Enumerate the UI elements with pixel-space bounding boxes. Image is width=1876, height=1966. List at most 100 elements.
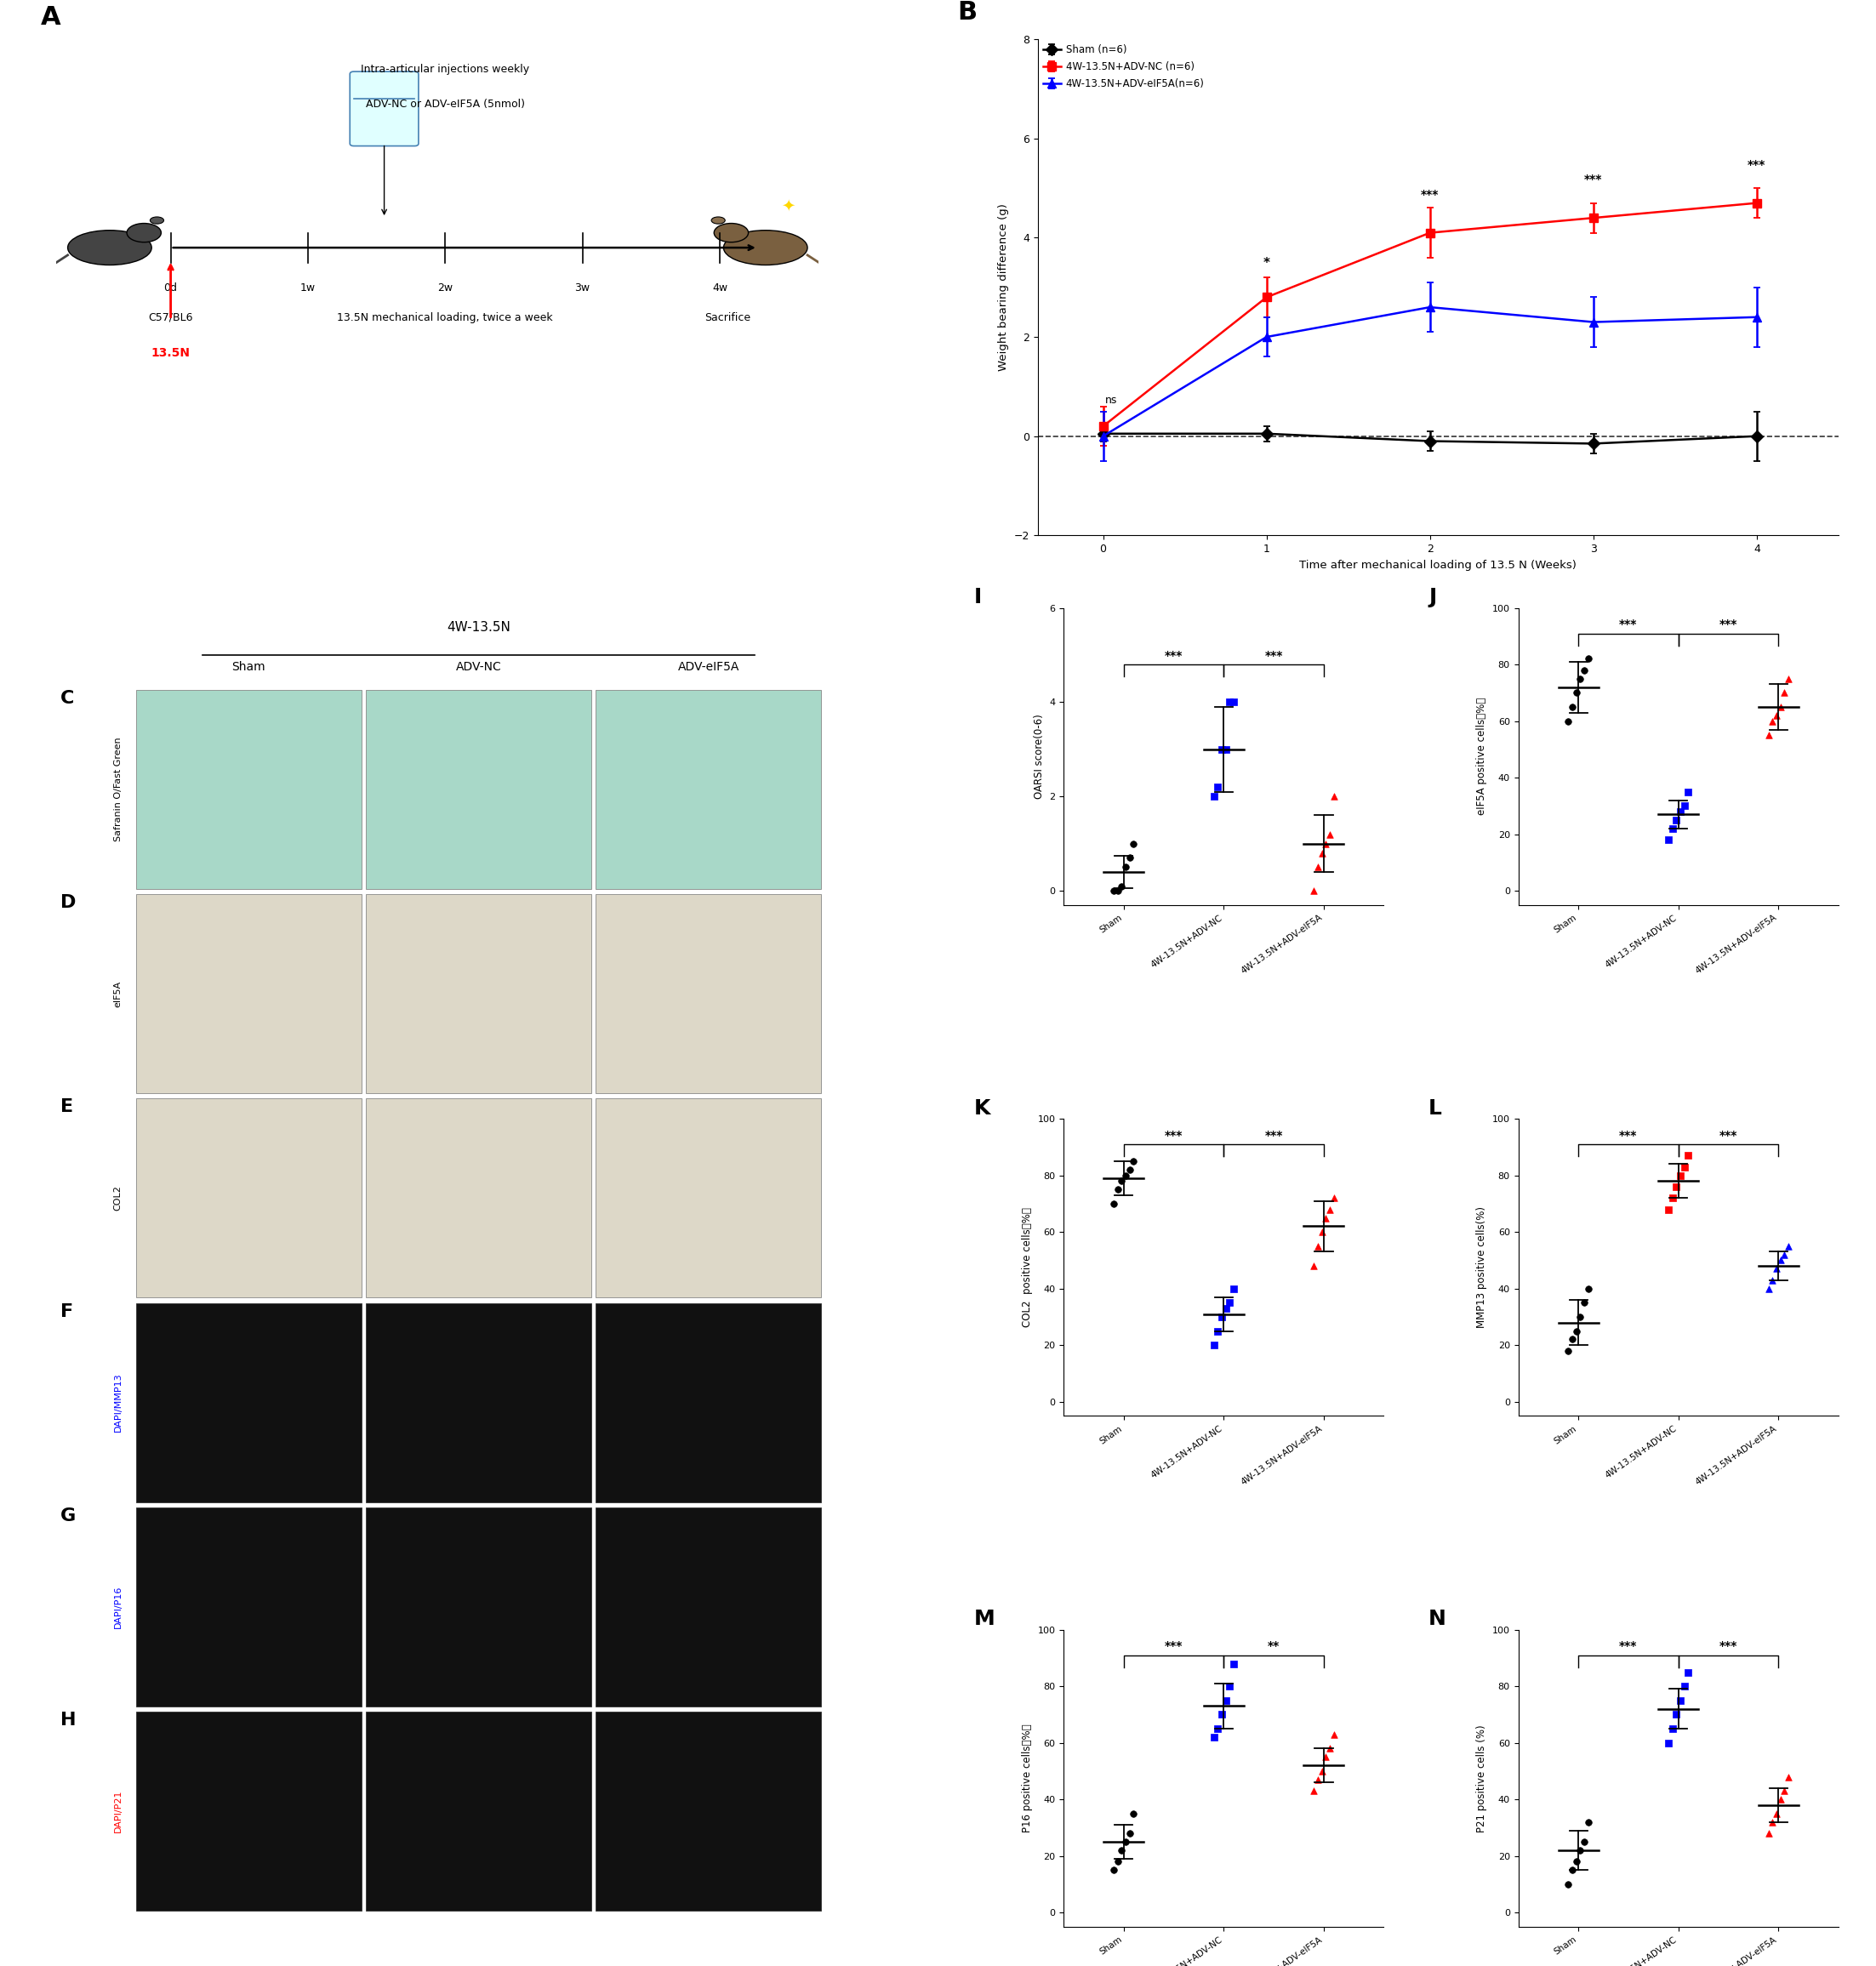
Point (1773, 663, 1803, 694)
Text: ***: *** (1748, 159, 1765, 171)
Point (1210, 1685, 1240, 1716)
Point (1206, 1301, 1236, 1333)
Bar (366, 1099, 591, 1298)
Point (1308, 1217, 1338, 1248)
Point (1302, 851, 1332, 883)
Bar (597, 1508, 822, 1706)
Point (1319, 781, 1349, 812)
Point (1210, 1292, 1240, 1323)
Text: H: H (60, 1712, 75, 1728)
Text: E: E (60, 1099, 73, 1115)
Bar (366, 895, 591, 1093)
Bar (366, 1303, 591, 1502)
Point (1553, 1335, 1583, 1366)
Point (1111, 1160, 1141, 1191)
Point (1758, 1264, 1788, 1296)
Text: K: K (974, 1099, 991, 1119)
Text: C57/BL6: C57/BL6 (148, 313, 193, 322)
Text: *: * (1263, 258, 1270, 269)
Text: ***: *** (1583, 173, 1602, 185)
Point (1574, 643, 1604, 674)
Point (1118, 828, 1148, 859)
Point (1557, 692, 1587, 723)
Text: **: ** (1268, 1640, 1279, 1651)
Point (1203, 1712, 1233, 1744)
Point (1762, 1797, 1792, 1828)
Point (1315, 1732, 1345, 1764)
Text: F: F (60, 1303, 73, 1319)
Text: M: M (974, 1608, 994, 1630)
Point (1762, 1252, 1792, 1284)
Text: DAPI/MMP13: DAPI/MMP13 (114, 1372, 122, 1431)
Point (1302, 1764, 1332, 1795)
Bar (366, 1508, 591, 1706)
Point (1758, 706, 1788, 737)
Text: C: C (60, 690, 73, 706)
Point (1765, 692, 1795, 723)
Point (1099, 1854, 1129, 1885)
Text: DAPI/P21: DAPI/P21 (114, 1789, 122, 1832)
Text: ns: ns (1105, 395, 1118, 405)
Text: ***: *** (1165, 649, 1182, 661)
Text: ✦: ✦ (782, 199, 795, 214)
Point (1773, 1231, 1803, 1262)
Text: 1w: 1w (300, 283, 315, 293)
Text: N: N (1430, 1608, 1446, 1630)
Point (1662, 1699, 1692, 1730)
Point (1673, 1140, 1703, 1172)
Point (1219, 686, 1249, 718)
Text: ADV-NC or ADV-eIF5A (5nmol): ADV-NC or ADV-eIF5A (5nmol) (366, 98, 525, 110)
Point (1553, 706, 1583, 737)
Bar (137, 690, 362, 889)
Point (1670, 790, 1700, 822)
Point (1754, 1819, 1784, 1850)
Point (1114, 841, 1144, 873)
Point (1673, 1657, 1703, 1689)
Point (1673, 777, 1703, 808)
Point (1210, 733, 1240, 765)
Point (1557, 1323, 1587, 1355)
Point (1107, 1166, 1137, 1197)
Text: ***: *** (1619, 1640, 1638, 1651)
Point (1574, 1272, 1604, 1303)
Point (1557, 1854, 1587, 1885)
Point (1666, 1160, 1696, 1191)
Point (1574, 1807, 1604, 1838)
Bar (366, 690, 591, 889)
Text: I: I (974, 588, 981, 607)
Text: J: J (1430, 588, 1437, 607)
Point (1670, 1152, 1700, 1184)
Text: COL2: COL2 (114, 1185, 122, 1211)
Text: ***: *** (1718, 1128, 1737, 1142)
Point (1199, 1329, 1229, 1360)
Point (1219, 1648, 1249, 1679)
Ellipse shape (711, 216, 726, 224)
Point (1111, 851, 1141, 883)
Bar (137, 1712, 362, 1911)
Ellipse shape (128, 224, 161, 242)
Text: A: A (41, 4, 62, 29)
Text: D: D (60, 895, 75, 910)
Bar (597, 1303, 822, 1502)
Point (1765, 1244, 1795, 1276)
Y-axis label: eIF5A positive cells（%）: eIF5A positive cells（%） (1476, 698, 1488, 816)
Point (1214, 1288, 1244, 1319)
Point (1107, 1834, 1137, 1866)
Bar (597, 690, 822, 889)
Point (1754, 720, 1784, 751)
Text: ***: *** (1619, 619, 1638, 631)
Point (1570, 1288, 1600, 1319)
Y-axis label: Weight bearing difference (g): Weight bearing difference (g) (998, 204, 1009, 372)
Point (1199, 1722, 1229, 1754)
Point (1653, 824, 1683, 855)
Point (1666, 796, 1696, 828)
Point (1561, 676, 1591, 708)
Point (1206, 733, 1236, 765)
Bar (597, 1712, 822, 1911)
Point (1103, 1846, 1133, 1878)
Point (1206, 1699, 1236, 1730)
Point (1214, 1671, 1244, 1703)
Point (1657, 1712, 1687, 1744)
Point (1762, 700, 1792, 731)
Point (1565, 1834, 1595, 1866)
